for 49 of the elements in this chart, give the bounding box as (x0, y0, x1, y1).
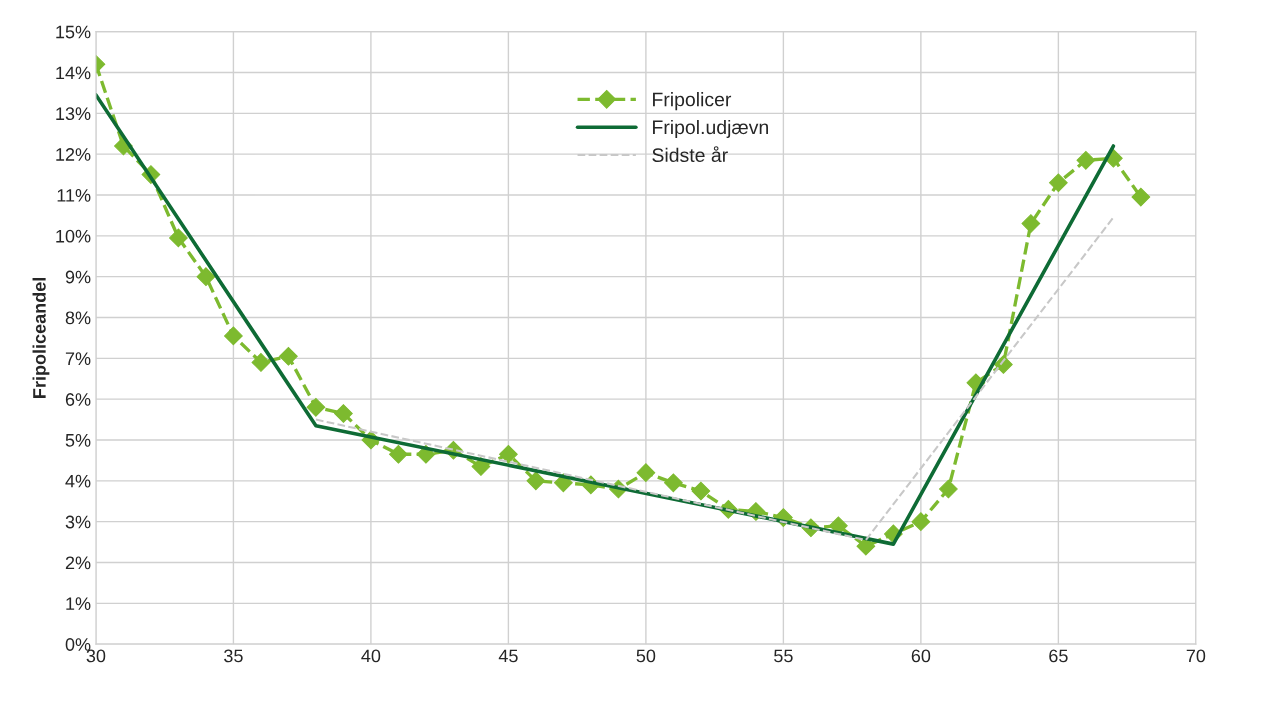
point (169, 228, 188, 248)
y-tick-label: 13% (56, 107, 91, 121)
y-tick-label: 4% (65, 474, 91, 488)
y-tick-label: 9% (65, 270, 91, 284)
point (911, 512, 931, 532)
point (251, 353, 271, 372)
y-tick-label: 10% (56, 229, 91, 243)
point (389, 444, 408, 464)
point (1131, 187, 1151, 207)
x-tick-label: 55 (774, 649, 793, 663)
point (334, 404, 353, 423)
y-tick-label: 12% (56, 148, 91, 161)
legend-label: Sidste år (652, 146, 728, 163)
point (224, 326, 243, 346)
y-tick-label: 8% (65, 311, 91, 325)
y-tick-label: 15% (56, 25, 91, 39)
point (499, 444, 518, 464)
legend-label: Fripolicer (653, 92, 732, 111)
point (306, 397, 326, 417)
point (196, 267, 216, 287)
point (664, 473, 683, 493)
x-tick-label: 50 (636, 649, 656, 663)
point (1049, 173, 1068, 193)
y-tick-label: 6% (65, 393, 91, 406)
y-tick-label: 14% (56, 66, 91, 80)
y-tick-label: 7% (65, 352, 91, 365)
x-tick-label: 30 (86, 649, 106, 663)
y-axis-title: Fripoliceandel (32, 277, 50, 398)
x-tick-label: 45 (498, 649, 518, 663)
y-tick-label: 0% (65, 638, 91, 651)
x-tick-label: 70 (1186, 649, 1206, 663)
y-tick-label: 1% (66, 597, 91, 610)
point (279, 346, 298, 366)
x-tick-label: 40 (361, 649, 381, 663)
x-tick-label: 60 (911, 649, 931, 663)
point (1076, 150, 1096, 170)
legend-label: Fripol.udjævn (653, 119, 768, 139)
point (1021, 214, 1041, 233)
y-tick-label: 3% (65, 515, 91, 529)
y-tick-label: 11% (57, 189, 91, 202)
point (526, 471, 546, 491)
point (939, 479, 958, 499)
x-tick-label: 65 (1049, 649, 1068, 663)
point (636, 463, 656, 483)
point (691, 481, 711, 501)
y-tick-label: 5% (65, 434, 91, 447)
x-tick-label: 35 (224, 649, 243, 663)
point (471, 457, 491, 476)
y-tick-label: 2% (65, 556, 91, 570)
